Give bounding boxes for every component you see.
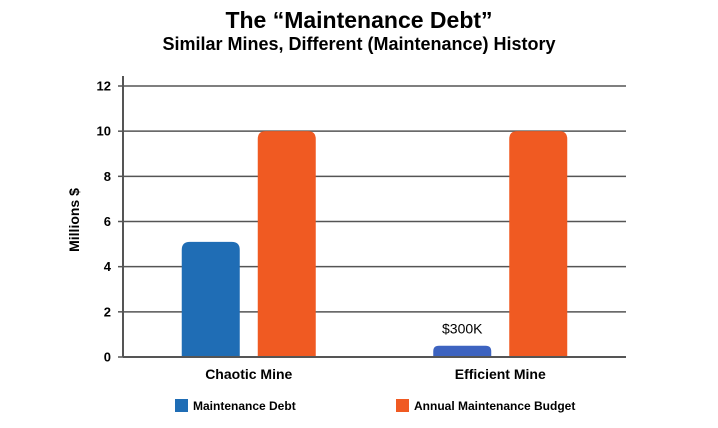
data-labels: $300K xyxy=(442,321,483,337)
y-axis-ticks: 0 2 4 6 8 10 12 xyxy=(97,79,123,365)
bar-annual-maintenance-budget xyxy=(509,131,568,357)
bars xyxy=(181,131,568,357)
legend: Maintenance Debt Annual Maintenance Budge… xyxy=(175,399,575,413)
legend-label: Maintenance Debt xyxy=(193,399,296,413)
y-tick-label: 4 xyxy=(104,259,112,274)
y-tick-label: 0 xyxy=(104,350,111,365)
legend-swatch xyxy=(175,399,188,412)
category-label: Chaotic Mine xyxy=(205,366,292,382)
chart-title: The “Maintenance Debt” xyxy=(225,7,493,33)
legend-label: Annual Maintenance Budget xyxy=(414,399,575,413)
y-tick-label: 6 xyxy=(104,214,111,229)
legend-swatch xyxy=(396,399,409,412)
y-tick-label: 8 xyxy=(104,169,111,184)
bar-maintenance-debt xyxy=(433,345,492,357)
chart-subtitle: Similar Mines, Different (Maintenance) H… xyxy=(162,34,556,54)
data-label: $300K xyxy=(442,321,483,337)
bar-annual-maintenance-budget xyxy=(257,131,316,357)
category-labels: Chaotic Mine Efficient Mine xyxy=(205,366,546,382)
y-axis-label: Millions $ xyxy=(66,188,82,252)
category-label: Efficient Mine xyxy=(455,366,546,382)
y-tick-label: 2 xyxy=(104,304,111,319)
bar-maintenance-debt xyxy=(181,241,240,357)
y-tick-label: 12 xyxy=(97,79,111,94)
y-tick-label: 10 xyxy=(97,124,111,139)
